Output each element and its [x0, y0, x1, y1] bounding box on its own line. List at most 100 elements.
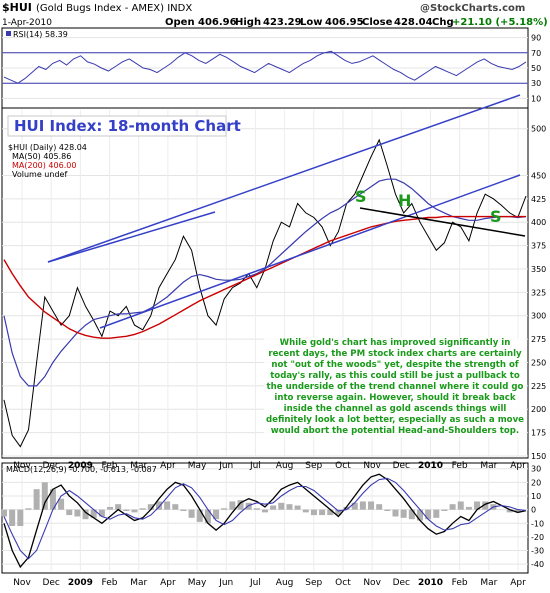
macd-histogram-bar: [425, 509, 432, 520]
macd-histogram-bar: [319, 509, 326, 516]
macd-x-tick: Apr: [160, 578, 176, 588]
price-y-tick: 200: [531, 405, 546, 414]
macd-histogram-bar: [253, 508, 260, 510]
price-y-tick: 175: [531, 429, 546, 438]
macd-histogram-bar: [359, 501, 366, 510]
price-y-tick: 300: [531, 312, 546, 321]
macd-x-tick: Dec: [393, 578, 410, 588]
macd-panel: [1, 462, 529, 574]
macd-y-tick: -20: [531, 533, 544, 542]
macd-histogram-bar: [155, 501, 162, 510]
watermark: @StockCharts.com: [420, 3, 525, 14]
macd-histogram-bar: [107, 506, 114, 510]
macd-histogram-bar: [33, 489, 40, 510]
price-y-tick: 325: [531, 288, 546, 297]
price-x-tick: Nov: [13, 461, 31, 471]
price-x-tick: Dec: [42, 461, 59, 471]
left-shoulder-label: S: [355, 187, 367, 206]
close-label: Close: [362, 17, 393, 28]
macd-signal-line: [3, 477, 527, 560]
macd-histogram-bar: [131, 509, 138, 513]
macd-y-tick: -30: [531, 547, 544, 556]
macd-histogram-bar: [384, 509, 391, 511]
macd-histogram-bar: [74, 509, 81, 517]
macd-histogram-bar: [278, 502, 285, 510]
macd-histogram-bar: [457, 501, 464, 510]
macd-x-tick: May: [188, 578, 207, 588]
rsi-y-tick: 70: [531, 49, 541, 58]
ma200-line: [3, 215, 526, 339]
macd-histogram-bar: [9, 509, 16, 526]
price-x-tick: Mar: [130, 461, 147, 471]
macd-histogram-bar: [98, 509, 105, 517]
macd-histogram-bar: [376, 504, 383, 510]
channel-upper-line: [47, 94, 521, 263]
macd-histogram-bar: [482, 501, 489, 510]
price-legend-ma50: MA(50) 405.86: [12, 152, 71, 161]
rsi-line: [3, 50, 527, 84]
macd-histogram-bar: [465, 506, 472, 510]
macd-x-tick: Nov: [363, 578, 381, 588]
macd-legend: MACD(12,26,9) -0.700, -0.613, -0.087: [6, 465, 157, 474]
macd-histogram-bar: [368, 501, 375, 510]
macd-histogram-bar: [204, 509, 211, 524]
macd-histogram-bar: [416, 509, 423, 521]
macd-histogram-bar: [17, 509, 24, 526]
macd-histogram-bar: [139, 508, 146, 510]
close-value: 428.04: [394, 17, 433, 28]
macd-y-tick: 10: [531, 492, 541, 501]
macd-histogram-bar: [262, 509, 268, 513]
index-name: (Gold Bugs Index - AMEX) INDX: [36, 3, 192, 14]
macd-histogram-bar: [147, 504, 154, 510]
price-x-tick: Jul: [249, 461, 261, 471]
macd-histogram-bar: [229, 501, 236, 510]
macd-x-tick: Mar: [480, 578, 497, 588]
rsi-legend: RSI(14) 58.39: [13, 30, 68, 39]
macd-histogram-bar: [66, 509, 73, 516]
macd-x-tick: Feb: [102, 578, 118, 588]
price-x-tick: Nov: [363, 461, 381, 471]
head-label: H: [398, 191, 411, 210]
macd-histogram-bar: [327, 509, 334, 516]
macd-x-tick: Aug: [276, 578, 294, 588]
price-y-tick: 225: [531, 382, 546, 391]
rsi-legend-swatch: [6, 31, 11, 36]
macd-histogram-bar: [188, 509, 195, 518]
price-x-tick: Dec: [393, 461, 410, 471]
macd-histogram-bar: [286, 504, 293, 510]
price-x-tick: Mar: [480, 461, 497, 471]
price-y-tick: 400: [531, 218, 546, 227]
price-x-tick: Oct: [335, 461, 351, 471]
macd-histogram-bar: [1, 509, 7, 517]
price-y-tick: 500: [531, 125, 546, 134]
macd-histogram-bar: [392, 509, 399, 517]
high-value: 423.29: [263, 17, 302, 28]
rsi-y-tick: 90: [531, 34, 541, 43]
macd-histogram-bar: [294, 505, 301, 510]
macd-histogram-bar: [514, 509, 521, 513]
macd-y-tick: -40: [531, 560, 544, 569]
price-y-tick: 275: [531, 335, 546, 344]
macd-histogram-bar: [82, 509, 89, 520]
price-x-tick: Jun: [218, 461, 233, 471]
macd-histogram-bar: [123, 509, 130, 511]
macd-histogram-bar: [237, 500, 244, 510]
macd-histogram-bar: [90, 509, 97, 518]
price-y-tick: 350: [531, 265, 546, 274]
macd-histogram-bar: [335, 509, 342, 516]
macd-histogram-bar: [441, 509, 448, 511]
price-x-tick: May: [188, 461, 207, 471]
price-y-tick: 425: [531, 195, 546, 204]
macd-histogram-bar: [351, 502, 358, 510]
high-label: High: [235, 17, 261, 28]
open-value: 406.96: [198, 17, 237, 28]
macd-histogram-bar: [25, 508, 32, 510]
macd-histogram-bar: [41, 482, 48, 510]
macd-histogram-bar: [408, 509, 415, 520]
macd-x-tick: 2010: [418, 578, 443, 588]
macd-histogram-bar: [58, 498, 65, 510]
macd-histogram-bar: [221, 508, 228, 510]
macd-x-tick: Oct: [335, 578, 351, 588]
symbol-label: $HUI: [2, 1, 32, 14]
